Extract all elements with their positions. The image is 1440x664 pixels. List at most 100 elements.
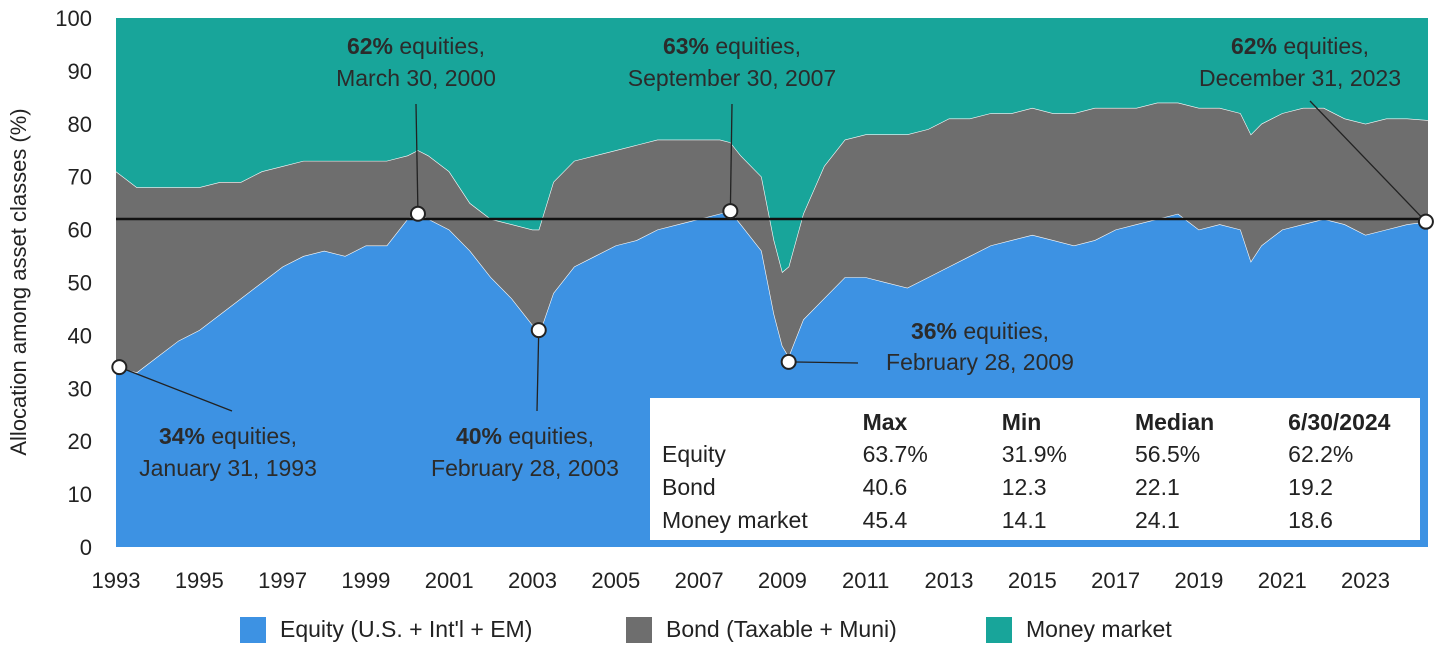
y-tick-label: 0 bbox=[80, 535, 92, 560]
stats-header-row: Max Min Median 6/30/2024 bbox=[662, 406, 1408, 438]
y-tick-label: 70 bbox=[68, 165, 92, 190]
legend-label-money-market: Money market bbox=[1026, 616, 1172, 642]
stats-cell: 56.5% bbox=[1134, 441, 1201, 467]
y-tick-label: 80 bbox=[68, 112, 92, 137]
stats-header-date: 6/30/2024 bbox=[1288, 408, 1391, 435]
stats-cell: 12.3 bbox=[1001, 474, 1047, 500]
stats-cell: Money market bbox=[662, 507, 808, 533]
annotation-percent: 34% bbox=[159, 423, 205, 449]
annotation-label-date: February 28, 2003 bbox=[431, 455, 619, 481]
y-tick-label: 90 bbox=[68, 59, 92, 84]
annotation-label-line1: 36% equities, bbox=[911, 318, 1049, 344]
x-tick-label: 2011 bbox=[842, 568, 889, 593]
annotation-percent: 62% bbox=[347, 33, 393, 59]
x-tick-label: 2001 bbox=[425, 568, 474, 593]
x-tick-label: 2015 bbox=[1008, 568, 1057, 593]
stats-cell: 63.7% bbox=[862, 441, 928, 467]
stats-cell: 24.1 bbox=[1134, 507, 1180, 533]
stats-cell: 14.1 bbox=[1001, 507, 1047, 533]
stats-table: Max Min Median 6/30/2024 Equity 63.7% 31… bbox=[662, 406, 1408, 537]
annotation-marker bbox=[409, 205, 426, 222]
annotation-label-date: September 30, 2007 bbox=[628, 65, 836, 91]
legend-swatch-money-market bbox=[986, 616, 1012, 643]
y-tick-label: 50 bbox=[68, 271, 92, 296]
allocation-area-chart: 0 10 20 30 40 50 60 70 80 90 100 1993 1995 1997 1999 20… bbox=[6, 6, 1434, 593]
y-tick-label: 30 bbox=[68, 376, 92, 401]
area-series-group bbox=[115, 18, 1429, 547]
x-tick-label: 1995 bbox=[175, 568, 224, 593]
legend-item-bond: Bond (Taxable + Muni) bbox=[626, 616, 897, 643]
x-tick-label: 2013 bbox=[925, 568, 974, 593]
annotation-percent: 62% bbox=[1231, 33, 1277, 59]
legend-label-equity: Equity (U.S. + Int'l + EM) bbox=[280, 616, 533, 642]
annotation-label-line1: 63% equities, bbox=[663, 33, 801, 59]
y-tick-label: 20 bbox=[68, 429, 92, 454]
y-tick-label: 60 bbox=[68, 218, 92, 243]
summary-stats-table: Max Min Median 6/30/2024 Equity 63.7% 31… bbox=[650, 398, 1420, 540]
annotation-suffix: equities, bbox=[205, 423, 297, 449]
annotation-leader bbox=[788, 361, 859, 364]
stats-row-money-market: Money market 45.4 14.1 24.1 18.6 bbox=[662, 504, 1408, 537]
annotation-leader bbox=[729, 103, 733, 212]
stats-cell: 45.4 bbox=[862, 507, 908, 533]
annotation-marker bbox=[530, 322, 547, 339]
annotations-group: 34% equities, January 31, 1993 62% equitie… bbox=[111, 33, 1434, 481]
annotation-label-date: January 31, 1993 bbox=[139, 455, 317, 481]
stats-cell: 22.1 bbox=[1134, 474, 1180, 500]
x-tick-label: 2005 bbox=[591, 568, 640, 593]
area-bond bbox=[116, 102, 1428, 373]
annotation-marker bbox=[780, 353, 797, 370]
stats-header-min: Min bbox=[1001, 408, 1042, 435]
stats-header-blank bbox=[662, 406, 863, 438]
annotation-leader bbox=[536, 330, 540, 412]
stats-cell: 40.6 bbox=[862, 474, 908, 500]
annotation-leader bbox=[119, 366, 233, 412]
x-tick-label: 2021 bbox=[1258, 568, 1307, 593]
annotation-percent: 36% bbox=[911, 318, 957, 344]
x-tick-label: 1993 bbox=[92, 568, 141, 593]
annotation-leader bbox=[415, 103, 419, 214]
annotation-label-line1: 62% equities, bbox=[1231, 33, 1369, 59]
y-tick-label: 100 bbox=[55, 6, 92, 31]
annotation-leaders-group bbox=[119, 100, 1427, 412]
stats-header-median: Median bbox=[1134, 408, 1215, 435]
stats-cell: Equity bbox=[662, 441, 726, 467]
annotation-suffix: equities, bbox=[393, 33, 485, 59]
legend-item-equity: Equity (U.S. + Int'l + EM) bbox=[240, 616, 532, 643]
y-tick-label: 40 bbox=[68, 323, 92, 348]
annotation-marker bbox=[1417, 213, 1434, 230]
x-tick-label: 2017 bbox=[1091, 568, 1140, 593]
x-tick-label: 2023 bbox=[1341, 568, 1390, 593]
annotation-label-line1: 34% equities, bbox=[159, 423, 297, 449]
stats-row-equity: Equity 63.7% 31.9% 56.5% 62.2% bbox=[662, 438, 1408, 471]
stats-cell: Bond bbox=[662, 474, 716, 500]
x-tick-label: 1997 bbox=[258, 568, 307, 593]
legend-swatch-equity bbox=[240, 616, 266, 643]
legend-swatch-bond bbox=[626, 616, 652, 643]
annotation-leader bbox=[1309, 100, 1427, 223]
annotation-marker bbox=[722, 203, 739, 220]
axes-group: 0 10 20 30 40 50 60 70 80 90 100 1993 1995 1997 1999 20… bbox=[55, 6, 1390, 593]
stats-row-bond: Bond 40.6 12.3 22.1 19.2 bbox=[662, 471, 1408, 504]
x-tick-label: 2019 bbox=[1174, 568, 1223, 593]
stats-header-max: Max bbox=[862, 408, 908, 435]
annotation-label-date: March 30, 2000 bbox=[336, 65, 496, 91]
annotation-suffix: equities, bbox=[709, 33, 801, 59]
annotation-label-line1: 62% equities, bbox=[347, 33, 485, 59]
x-tick-label: 2007 bbox=[675, 568, 724, 593]
annotation-marker bbox=[111, 359, 128, 376]
y-axis-label: Allocation among asset classes (%) bbox=[6, 108, 31, 455]
chart-legend: Equity (U.S. + Int'l + EM) Bond (Taxable… bbox=[0, 616, 1440, 650]
annotation-percent: 40% bbox=[456, 423, 502, 449]
x-tick-label: 2003 bbox=[508, 568, 557, 593]
legend-item-money-market: Money market bbox=[986, 616, 1172, 643]
annotation-percent: 63% bbox=[663, 33, 709, 59]
stats-cell: 18.6 bbox=[1288, 507, 1333, 533]
annotation-suffix: equities, bbox=[502, 423, 594, 449]
annotation-label-line1: 40% equities, bbox=[456, 423, 594, 449]
area-money-market bbox=[116, 18, 1428, 272]
annotation-suffix: equities, bbox=[957, 318, 1049, 344]
legend-label-bond: Bond (Taxable + Muni) bbox=[666, 616, 897, 642]
y-tick-label: 10 bbox=[68, 482, 92, 507]
annotation-label-date: February 28, 2009 bbox=[886, 349, 1074, 375]
